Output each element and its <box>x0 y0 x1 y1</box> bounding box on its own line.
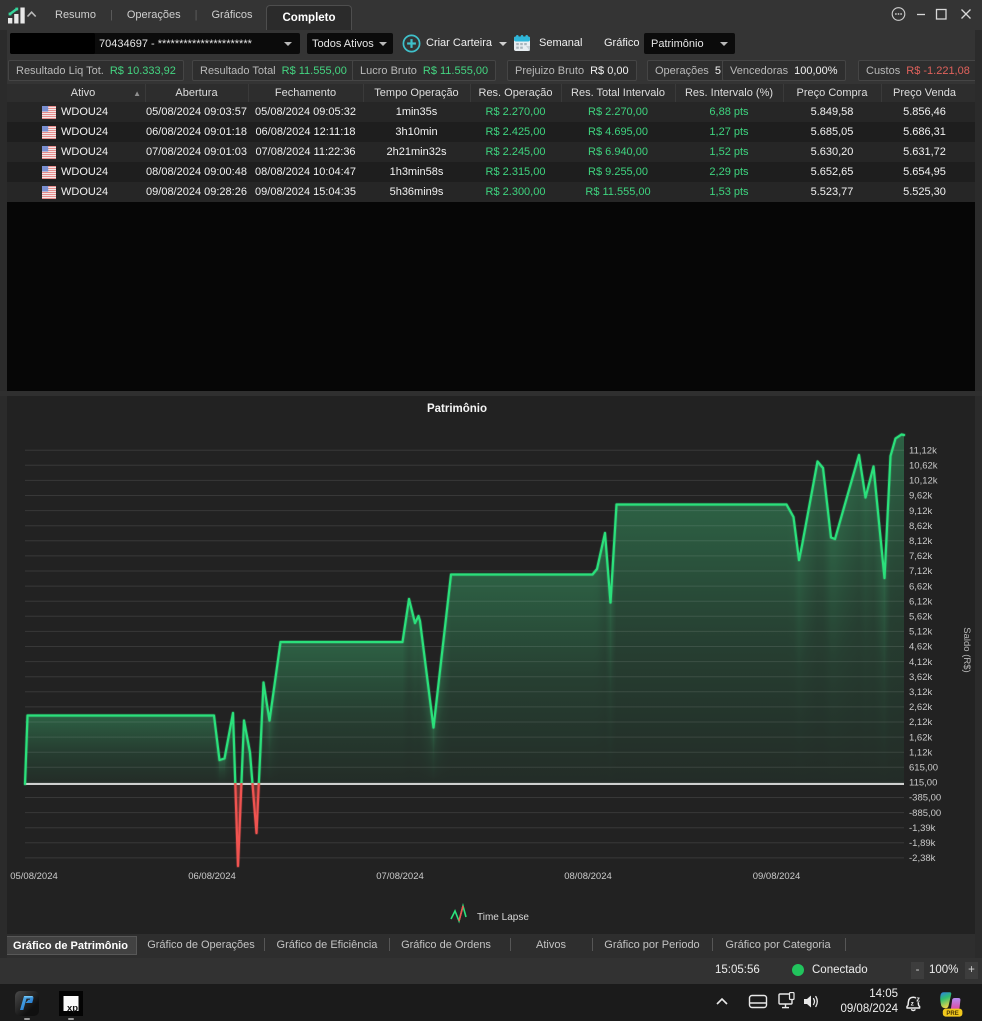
svg-text:07/08/2024: 07/08/2024 <box>376 871 424 882</box>
svg-text:08/08/2024: 08/08/2024 <box>564 871 612 882</box>
svg-text:615,00: 615,00 <box>909 763 938 774</box>
svg-text:115,00: 115,00 <box>909 778 937 789</box>
svg-text:2,12k: 2,12k <box>909 717 932 728</box>
svg-text:Saldo (R$): Saldo (R$) <box>961 627 972 672</box>
svg-text:6,62k: 6,62k <box>909 581 932 592</box>
svg-text:11,12k: 11,12k <box>909 445 937 456</box>
svg-text:10,12k: 10,12k <box>909 476 938 487</box>
svg-text:09/08/2024: 09/08/2024 <box>753 871 801 882</box>
svg-text:8,12k: 8,12k <box>909 536 932 547</box>
svg-text:PRE: PRE <box>946 1011 958 1017</box>
svg-text:9,12k: 9,12k <box>909 506 932 517</box>
svg-text:7,62k: 7,62k <box>909 551 932 562</box>
svg-text:1,12k: 1,12k <box>909 747 932 758</box>
svg-text:05/08/2024: 05/08/2024 <box>10 871 58 882</box>
svg-text:-385,00: -385,00 <box>909 793 941 804</box>
svg-text:7,12k: 7,12k <box>909 566 932 577</box>
svg-text:8,62k: 8,62k <box>909 521 932 532</box>
svg-text:3,62k: 3,62k <box>909 672 932 683</box>
svg-text:2,62k: 2,62k <box>909 702 932 713</box>
svg-text:06/08/2024: 06/08/2024 <box>188 871 236 882</box>
svg-text:9,62k: 9,62k <box>909 491 932 502</box>
svg-text:4,12k: 4,12k <box>909 657 932 668</box>
svg-text:1,62k: 1,62k <box>909 732 932 743</box>
svg-text:Patrimônio: Patrimônio <box>427 403 487 415</box>
svg-text:4,62k: 4,62k <box>909 642 932 653</box>
svg-text:6,12k: 6,12k <box>909 596 932 607</box>
svg-text:5,12k: 5,12k <box>909 627 932 638</box>
svg-text:-1,89k: -1,89k <box>909 838 936 849</box>
svg-text:3,12k: 3,12k <box>909 687 932 698</box>
svg-text:-1,39k: -1,39k <box>909 823 936 834</box>
svg-text:-885,00: -885,00 <box>909 808 941 819</box>
svg-text:xp: xp <box>67 1003 78 1014</box>
svg-text:Time Lapse: Time Lapse <box>477 912 529 923</box>
svg-text:10,62k: 10,62k <box>909 461 938 472</box>
svg-text:5,62k: 5,62k <box>909 612 932 623</box>
svg-text:-2,38k: -2,38k <box>909 853 936 864</box>
svg-text:z: z <box>916 995 920 1003</box>
svg-text:z: z <box>911 1001 915 1008</box>
